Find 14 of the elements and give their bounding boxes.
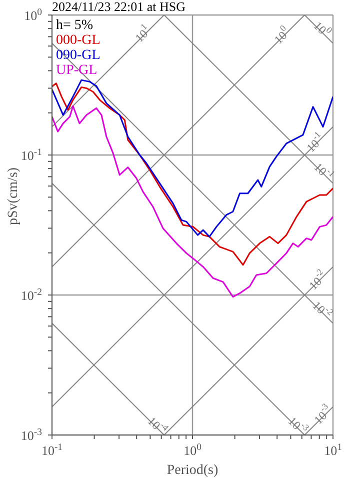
y-tick-label: 10$^{0}$ bbox=[24, 6, 42, 23]
series-label: 090-GL bbox=[56, 48, 100, 63]
text: 000-GL bbox=[56, 33, 100, 48]
x-tick-label: 10$^{1}$ bbox=[324, 442, 342, 458]
text: UP-GL bbox=[56, 63, 98, 78]
y-tick-label: 10$^{-1}$ bbox=[20, 146, 42, 163]
x-tick-label: 10$^{-1}$ bbox=[41, 442, 63, 458]
annotation: h= 5% bbox=[56, 18, 94, 33]
chart-title: 2024/11/23 22:01 at HSG bbox=[52, 0, 186, 14]
y-axis-title: pSv(cm/s) bbox=[6, 167, 21, 225]
y-tick-label: 10$^{-2}$ bbox=[20, 286, 42, 303]
x-axis-title: Period(s) bbox=[166, 463, 218, 478]
y-tick-label: 10$^{-3}$ bbox=[20, 426, 42, 443]
x-tick-label: 10$^{0}$ bbox=[184, 442, 202, 458]
